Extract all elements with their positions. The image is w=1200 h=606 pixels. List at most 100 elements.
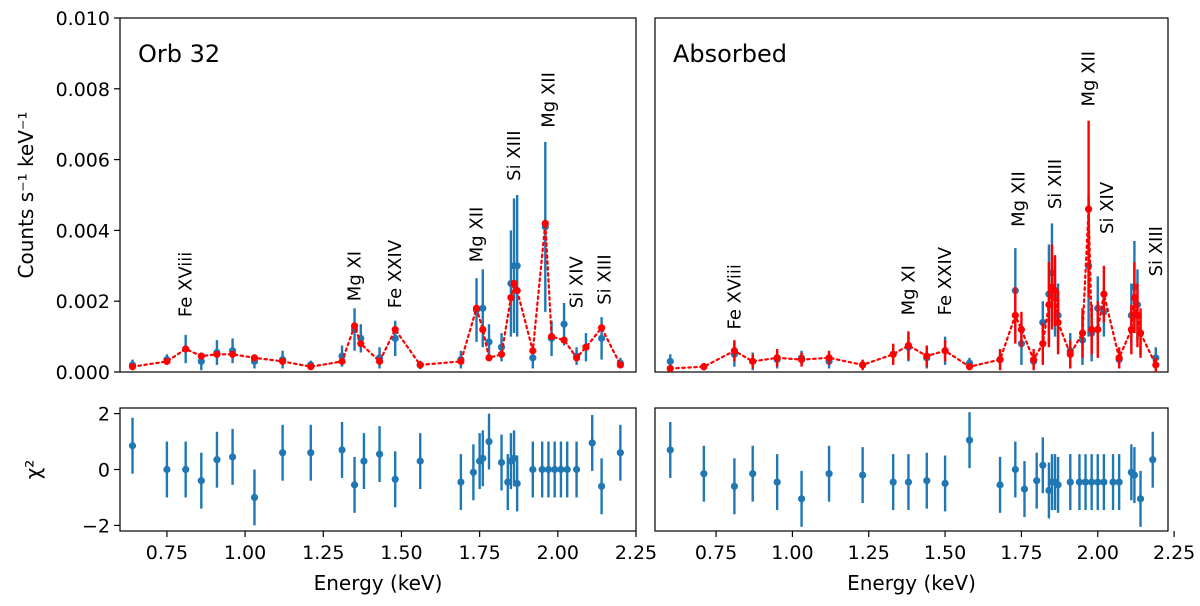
data-point (250, 493, 259, 502)
model-line (669, 209, 1157, 370)
model-point (1094, 325, 1102, 334)
model-point (859, 361, 867, 369)
data-point (529, 354, 537, 362)
model-point (1088, 325, 1096, 334)
model-point (1133, 311, 1142, 319)
data-point (1033, 477, 1041, 485)
data-point (616, 449, 624, 457)
line-label: Fe XViii (724, 264, 745, 329)
data-point (1130, 471, 1139, 479)
data-point (1088, 478, 1096, 486)
x-tick-label: 1.00 (771, 542, 813, 564)
data-point (197, 357, 205, 365)
data-point (560, 320, 568, 328)
model-point (507, 294, 515, 302)
data-point (941, 479, 949, 488)
data-point (551, 465, 559, 474)
data-point (538, 465, 546, 474)
model-point (279, 357, 287, 365)
data-point (557, 465, 565, 474)
data-point (307, 449, 315, 457)
model-point (479, 325, 487, 334)
data-point (563, 465, 571, 474)
data-point (598, 482, 606, 490)
model-point (1136, 329, 1145, 337)
series-model (128, 219, 624, 371)
model-point (904, 341, 913, 350)
model-point (1078, 329, 1087, 337)
model-point (547, 333, 556, 341)
panel-top-left: 0.000 0.002 0.004 0.006 0.008 0.010 Counts s⁻¹… (14, 8, 637, 384)
model-point (1066, 350, 1074, 358)
data-point (338, 446, 346, 454)
data-point (1020, 485, 1029, 493)
model-point (1152, 361, 1160, 369)
y-tick-label: 2 (98, 404, 110, 426)
data-point (700, 470, 708, 478)
line-label: Fe XXIV (385, 239, 406, 308)
model-point (923, 352, 931, 360)
x-axis-title: Energy (keV) (847, 571, 976, 595)
model-point (582, 343, 590, 351)
model-point (182, 345, 190, 353)
data-point (544, 465, 553, 474)
data-point (1081, 478, 1090, 486)
data-point (182, 465, 190, 474)
series-model (666, 120, 1160, 373)
model-point (825, 354, 833, 362)
data-point (666, 357, 674, 365)
data-point (485, 338, 493, 346)
data-point (504, 478, 512, 486)
line-label: Mg XII (538, 72, 559, 128)
data-point (197, 477, 205, 485)
model-point (749, 357, 757, 365)
model-point (197, 352, 205, 360)
data-point (1066, 478, 1074, 486)
model-point (616, 361, 624, 369)
line-label: Fe XXIV (935, 246, 956, 315)
model-point (416, 361, 424, 369)
line-label: Mg XII (1079, 51, 1100, 107)
panel-title: Orb 32 (138, 40, 220, 68)
data-point (513, 262, 521, 270)
model-point (941, 347, 949, 355)
data-point (588, 439, 596, 447)
x-tick-label: 1.50 (380, 542, 422, 564)
model-point (773, 354, 781, 362)
data-point (228, 453, 237, 461)
x-tick-label: 1.25 (302, 542, 344, 564)
panel-top-right: Absorbed Fe XViii Mg XI Fe XXIV Mg XII Si XII… (654, 17, 1169, 373)
data-point (350, 481, 359, 489)
model-point (1045, 301, 1053, 309)
model-point (1085, 205, 1093, 213)
data-point (513, 479, 521, 488)
model-point (1011, 311, 1019, 319)
model-point (213, 350, 221, 358)
data-point (485, 437, 493, 446)
data-point (1054, 481, 1062, 489)
model-point (357, 340, 365, 348)
model-point (250, 354, 259, 362)
data-point (1100, 478, 1108, 486)
model-point (350, 322, 359, 330)
data-point (1149, 456, 1157, 464)
data-point (1109, 478, 1117, 486)
x-axis-title: Energy (keV) (314, 571, 443, 595)
data-point (825, 470, 833, 478)
model-point (391, 325, 399, 334)
data-point (996, 481, 1004, 489)
data-point (889, 478, 897, 486)
data-point (375, 450, 384, 458)
y-tick-label: 0.002 (56, 291, 110, 313)
model-point (560, 336, 568, 344)
model-point (700, 363, 708, 371)
model-point (529, 347, 537, 355)
y-tick-label: 0.010 (56, 8, 110, 30)
data-point (510, 454, 518, 462)
model-point (1130, 294, 1139, 302)
model-point (457, 357, 465, 365)
model-point (1100, 290, 1108, 298)
model-point (1039, 340, 1047, 348)
model-point (338, 357, 346, 365)
data-point (859, 471, 867, 479)
